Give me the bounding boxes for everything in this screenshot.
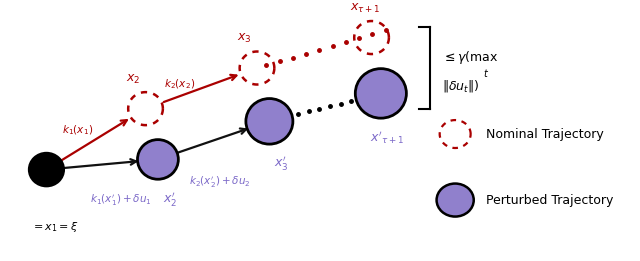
Text: $= x_1 = \xi$: $= x_1 = \xi$: [31, 220, 78, 234]
Ellipse shape: [246, 99, 293, 144]
Text: $\leq \gamma(\max$: $\leq \gamma(\max$: [442, 49, 498, 66]
Text: $k_1(x_1)$: $k_1(x_1)$: [62, 123, 93, 137]
Text: $x_3$: $x_3$: [237, 32, 252, 45]
Ellipse shape: [138, 140, 179, 179]
Text: $k_2(x_2') + \delta u_2$: $k_2(x_2') + \delta u_2$: [189, 175, 250, 190]
Ellipse shape: [28, 152, 65, 187]
Text: $x_2'$: $x_2'$: [163, 190, 177, 208]
Text: $k_2(x_2)$: $k_2(x_2)$: [164, 77, 195, 91]
Text: $x_3'$: $x_3'$: [275, 154, 289, 172]
Text: $\|\delta u_t\|)$: $\|\delta u_t\|)$: [442, 78, 479, 94]
Ellipse shape: [436, 183, 474, 217]
Text: Nominal Trajectory: Nominal Trajectory: [486, 128, 604, 140]
Ellipse shape: [355, 69, 406, 118]
Text: $t$: $t$: [483, 67, 489, 79]
Text: Perturbed Trajectory: Perturbed Trajectory: [486, 194, 614, 206]
Text: $x_2$: $x_2$: [126, 73, 140, 86]
Text: $x'_{\tau+1}$: $x'_{\tau+1}$: [370, 129, 404, 146]
Text: $x_{\tau+1}$: $x_{\tau+1}$: [350, 2, 381, 15]
Text: $k_1(x_1') + \delta u_1$: $k_1(x_1') + \delta u_1$: [90, 192, 152, 208]
